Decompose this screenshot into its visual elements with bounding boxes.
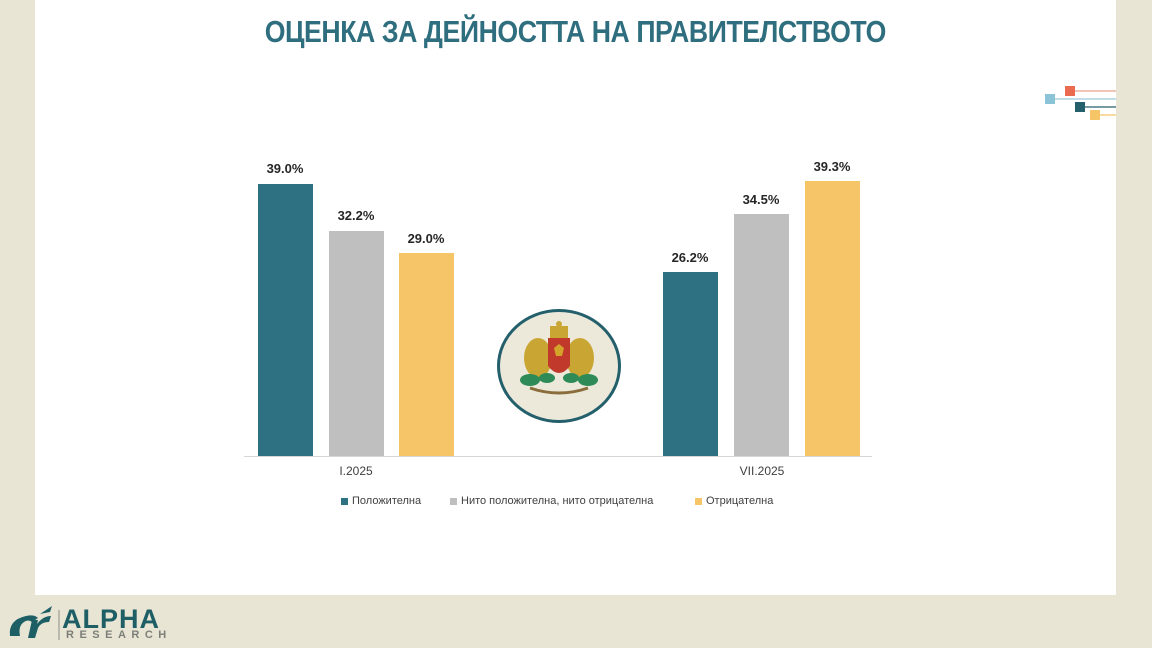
- bar-vii2025-neutral: [734, 214, 789, 456]
- label-vii2025-neutral: 34.5%: [742, 192, 780, 207]
- alpha-research-logo-icon: [9, 606, 60, 640]
- category-label-i2025: I.2025: [339, 464, 373, 478]
- legend-item-neutral: Нито положителна, нито отрицателна: [450, 495, 653, 507]
- label-i2025-positive: 39.0%: [266, 161, 304, 176]
- label-i2025-negative: 29.0%: [407, 231, 445, 246]
- decorative-squares-icon: [1045, 86, 1116, 120]
- logo-name: ALPHA: [62, 604, 160, 634]
- label-vii2025-positive: 26.2%: [671, 250, 709, 265]
- bar-chart: 39.0% 32.2% 29.0% 26.2% 34.5% 39.3% I.20…: [244, 159, 872, 507]
- label-i2025-neutral: 32.2%: [337, 208, 375, 223]
- x-axis: [244, 456, 872, 457]
- coat-of-arms-icon: [520, 321, 598, 395]
- chart-title: ОЦЕНКА ЗА ДЕЙНОСТТА НА ПРАВИТЕЛСТВОТО: [264, 14, 887, 49]
- legend-item-negative: Отрицателна: [695, 495, 773, 507]
- bar-i2025-neutral: [329, 231, 384, 456]
- bar-vii2025-positive: [663, 272, 718, 456]
- logo-area: [0, 595, 183, 648]
- bar-i2025-negative: [399, 253, 454, 456]
- legend-item-positive: Положителна: [341, 495, 421, 507]
- legend-swatch-positive: [341, 497, 348, 505]
- logo-subtitle: RESEARCH: [66, 629, 172, 641]
- slide-panel: [35, 0, 1116, 595]
- label-vii2025-negative: 39.3%: [813, 159, 851, 174]
- bar-vii2025-negative: [805, 181, 860, 456]
- category-label-vii2025: VII.2025: [739, 464, 785, 478]
- legend-swatch-negative: [695, 497, 702, 505]
- coat-of-arms-emblem: [497, 309, 621, 423]
- bar-i2025-positive: [258, 184, 313, 456]
- legend-swatch-neutral: [450, 497, 457, 505]
